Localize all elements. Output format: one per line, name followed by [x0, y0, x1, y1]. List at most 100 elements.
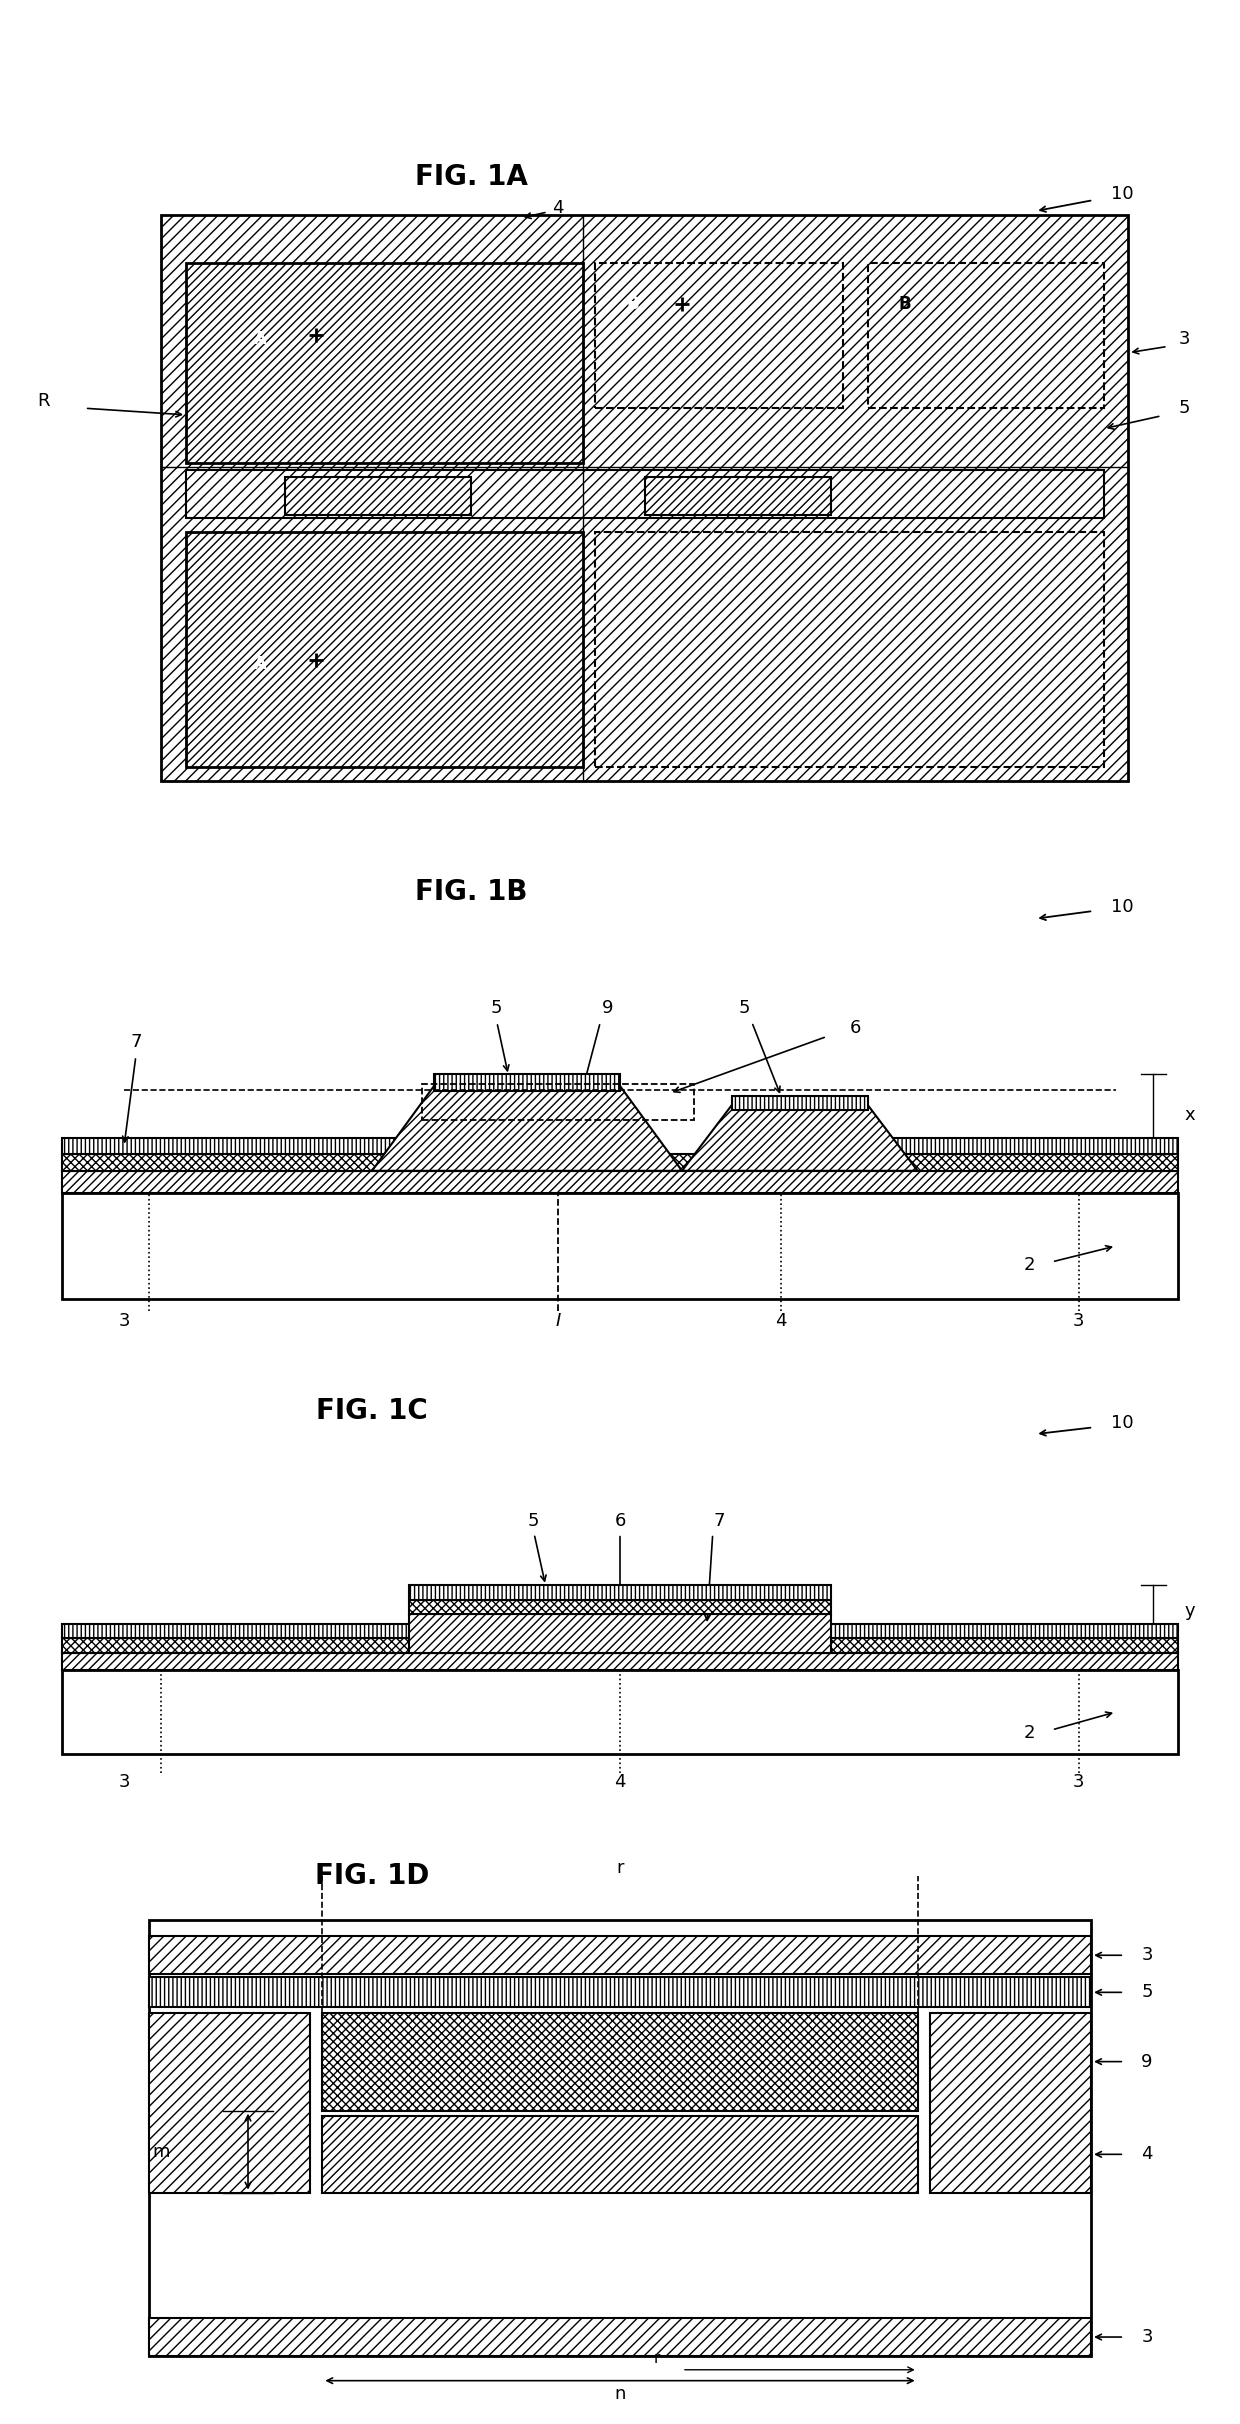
Text: 4: 4 — [614, 1772, 626, 1791]
Bar — [62, 1639, 1178, 1653]
Text: 7: 7 — [713, 1513, 725, 1530]
Bar — [62, 1139, 434, 1154]
Bar — [62, 1624, 409, 1639]
Text: 5: 5 — [1178, 400, 1190, 417]
Bar — [322, 2012, 918, 2111]
Bar — [831, 1624, 1178, 1639]
Bar — [322, 2116, 918, 2191]
Text: 6: 6 — [614, 1513, 626, 1530]
Text: 3: 3 — [1141, 1946, 1153, 1963]
Bar — [186, 533, 583, 766]
Text: 10: 10 — [1111, 897, 1133, 916]
Bar — [161, 216, 1128, 781]
Bar — [409, 1600, 831, 1614]
Bar — [62, 1171, 1178, 1193]
Bar — [186, 262, 583, 463]
Bar — [285, 478, 471, 514]
Bar — [930, 2012, 1091, 2191]
Text: 3: 3 — [118, 1772, 130, 1791]
Text: x: x — [1184, 1105, 1195, 1125]
Text: r: r — [653, 2351, 661, 2366]
Text: FIG. 1D: FIG. 1D — [315, 1862, 429, 1891]
Text: 10: 10 — [1111, 184, 1133, 204]
Text: 3: 3 — [118, 1311, 130, 1331]
Bar — [62, 1154, 1178, 1171]
Text: A: A — [254, 330, 267, 349]
Text: R: R — [37, 393, 50, 410]
Bar — [595, 533, 1104, 766]
Bar — [409, 1600, 831, 1614]
Bar — [62, 1139, 434, 1154]
Text: 4: 4 — [552, 199, 564, 216]
Text: FIG. 1C: FIG. 1C — [316, 1396, 428, 1425]
Text: y: y — [1184, 1602, 1195, 1619]
Bar — [285, 478, 471, 514]
Text: 2: 2 — [1023, 1256, 1035, 1275]
Polygon shape — [682, 1105, 918, 1171]
Text: 9: 9 — [601, 999, 614, 1018]
Bar — [434, 1074, 620, 1091]
Bar — [409, 1614, 831, 1653]
Bar — [62, 1653, 1178, 1670]
Bar — [595, 533, 1104, 766]
Bar — [62, 1624, 409, 1639]
Bar — [62, 1171, 1178, 1193]
Text: FIG. 1A: FIG. 1A — [414, 162, 528, 191]
Text: 4: 4 — [1141, 2145, 1153, 2162]
Text: 6: 6 — [849, 1018, 862, 1037]
Bar — [62, 1670, 1178, 1755]
Bar — [434, 1074, 620, 1091]
Bar — [149, 2012, 310, 2191]
Text: 3: 3 — [1178, 330, 1190, 349]
Bar — [868, 262, 1104, 407]
Bar — [868, 262, 1104, 407]
Bar — [62, 1193, 1178, 1299]
Bar — [595, 262, 843, 407]
Polygon shape — [372, 1086, 682, 1171]
Bar — [186, 533, 583, 766]
Text: n: n — [614, 2385, 626, 2402]
Bar — [831, 1624, 1178, 1639]
Bar — [186, 470, 1104, 519]
Text: m: m — [153, 2143, 170, 2160]
Bar — [732, 1096, 868, 1110]
Text: 5: 5 — [738, 999, 750, 1018]
Bar — [149, 1920, 1091, 2356]
Bar — [149, 1978, 1091, 2007]
Bar — [149, 2012, 310, 2191]
Bar — [409, 1614, 831, 1653]
Text: I: I — [556, 1311, 560, 1331]
Text: 5: 5 — [527, 1513, 539, 1530]
Bar — [930, 2012, 1091, 2191]
Bar — [62, 1639, 1178, 1653]
Bar — [161, 216, 1128, 781]
Text: B: B — [899, 296, 911, 313]
Bar — [149, 2317, 1091, 2356]
Bar — [149, 1937, 1091, 1973]
Text: 5: 5 — [490, 999, 502, 1018]
Text: A: A — [254, 654, 267, 671]
Bar — [806, 1139, 1178, 1154]
Bar — [409, 1585, 831, 1600]
Text: r: r — [616, 1859, 624, 1876]
Bar — [422, 1084, 694, 1120]
Bar — [62, 1154, 1178, 1171]
Text: 7: 7 — [130, 1033, 143, 1052]
Bar — [645, 478, 831, 514]
Text: 5: 5 — [1141, 1983, 1153, 2002]
Text: B: B — [626, 296, 639, 313]
Text: 3: 3 — [1073, 1311, 1085, 1331]
Bar — [322, 2012, 918, 2111]
Bar — [149, 2317, 1091, 2356]
Text: 3: 3 — [1073, 1772, 1085, 1791]
Bar — [645, 478, 831, 514]
Text: 4: 4 — [775, 1311, 787, 1331]
Text: 2: 2 — [1023, 1723, 1035, 1743]
Bar — [322, 2116, 918, 2191]
Bar — [149, 1978, 1091, 2007]
Text: FIG. 1B: FIG. 1B — [415, 877, 527, 907]
Bar — [806, 1139, 1178, 1154]
Bar — [149, 1937, 1091, 1973]
Text: 10: 10 — [1111, 1416, 1133, 1433]
Bar — [409, 1585, 831, 1600]
